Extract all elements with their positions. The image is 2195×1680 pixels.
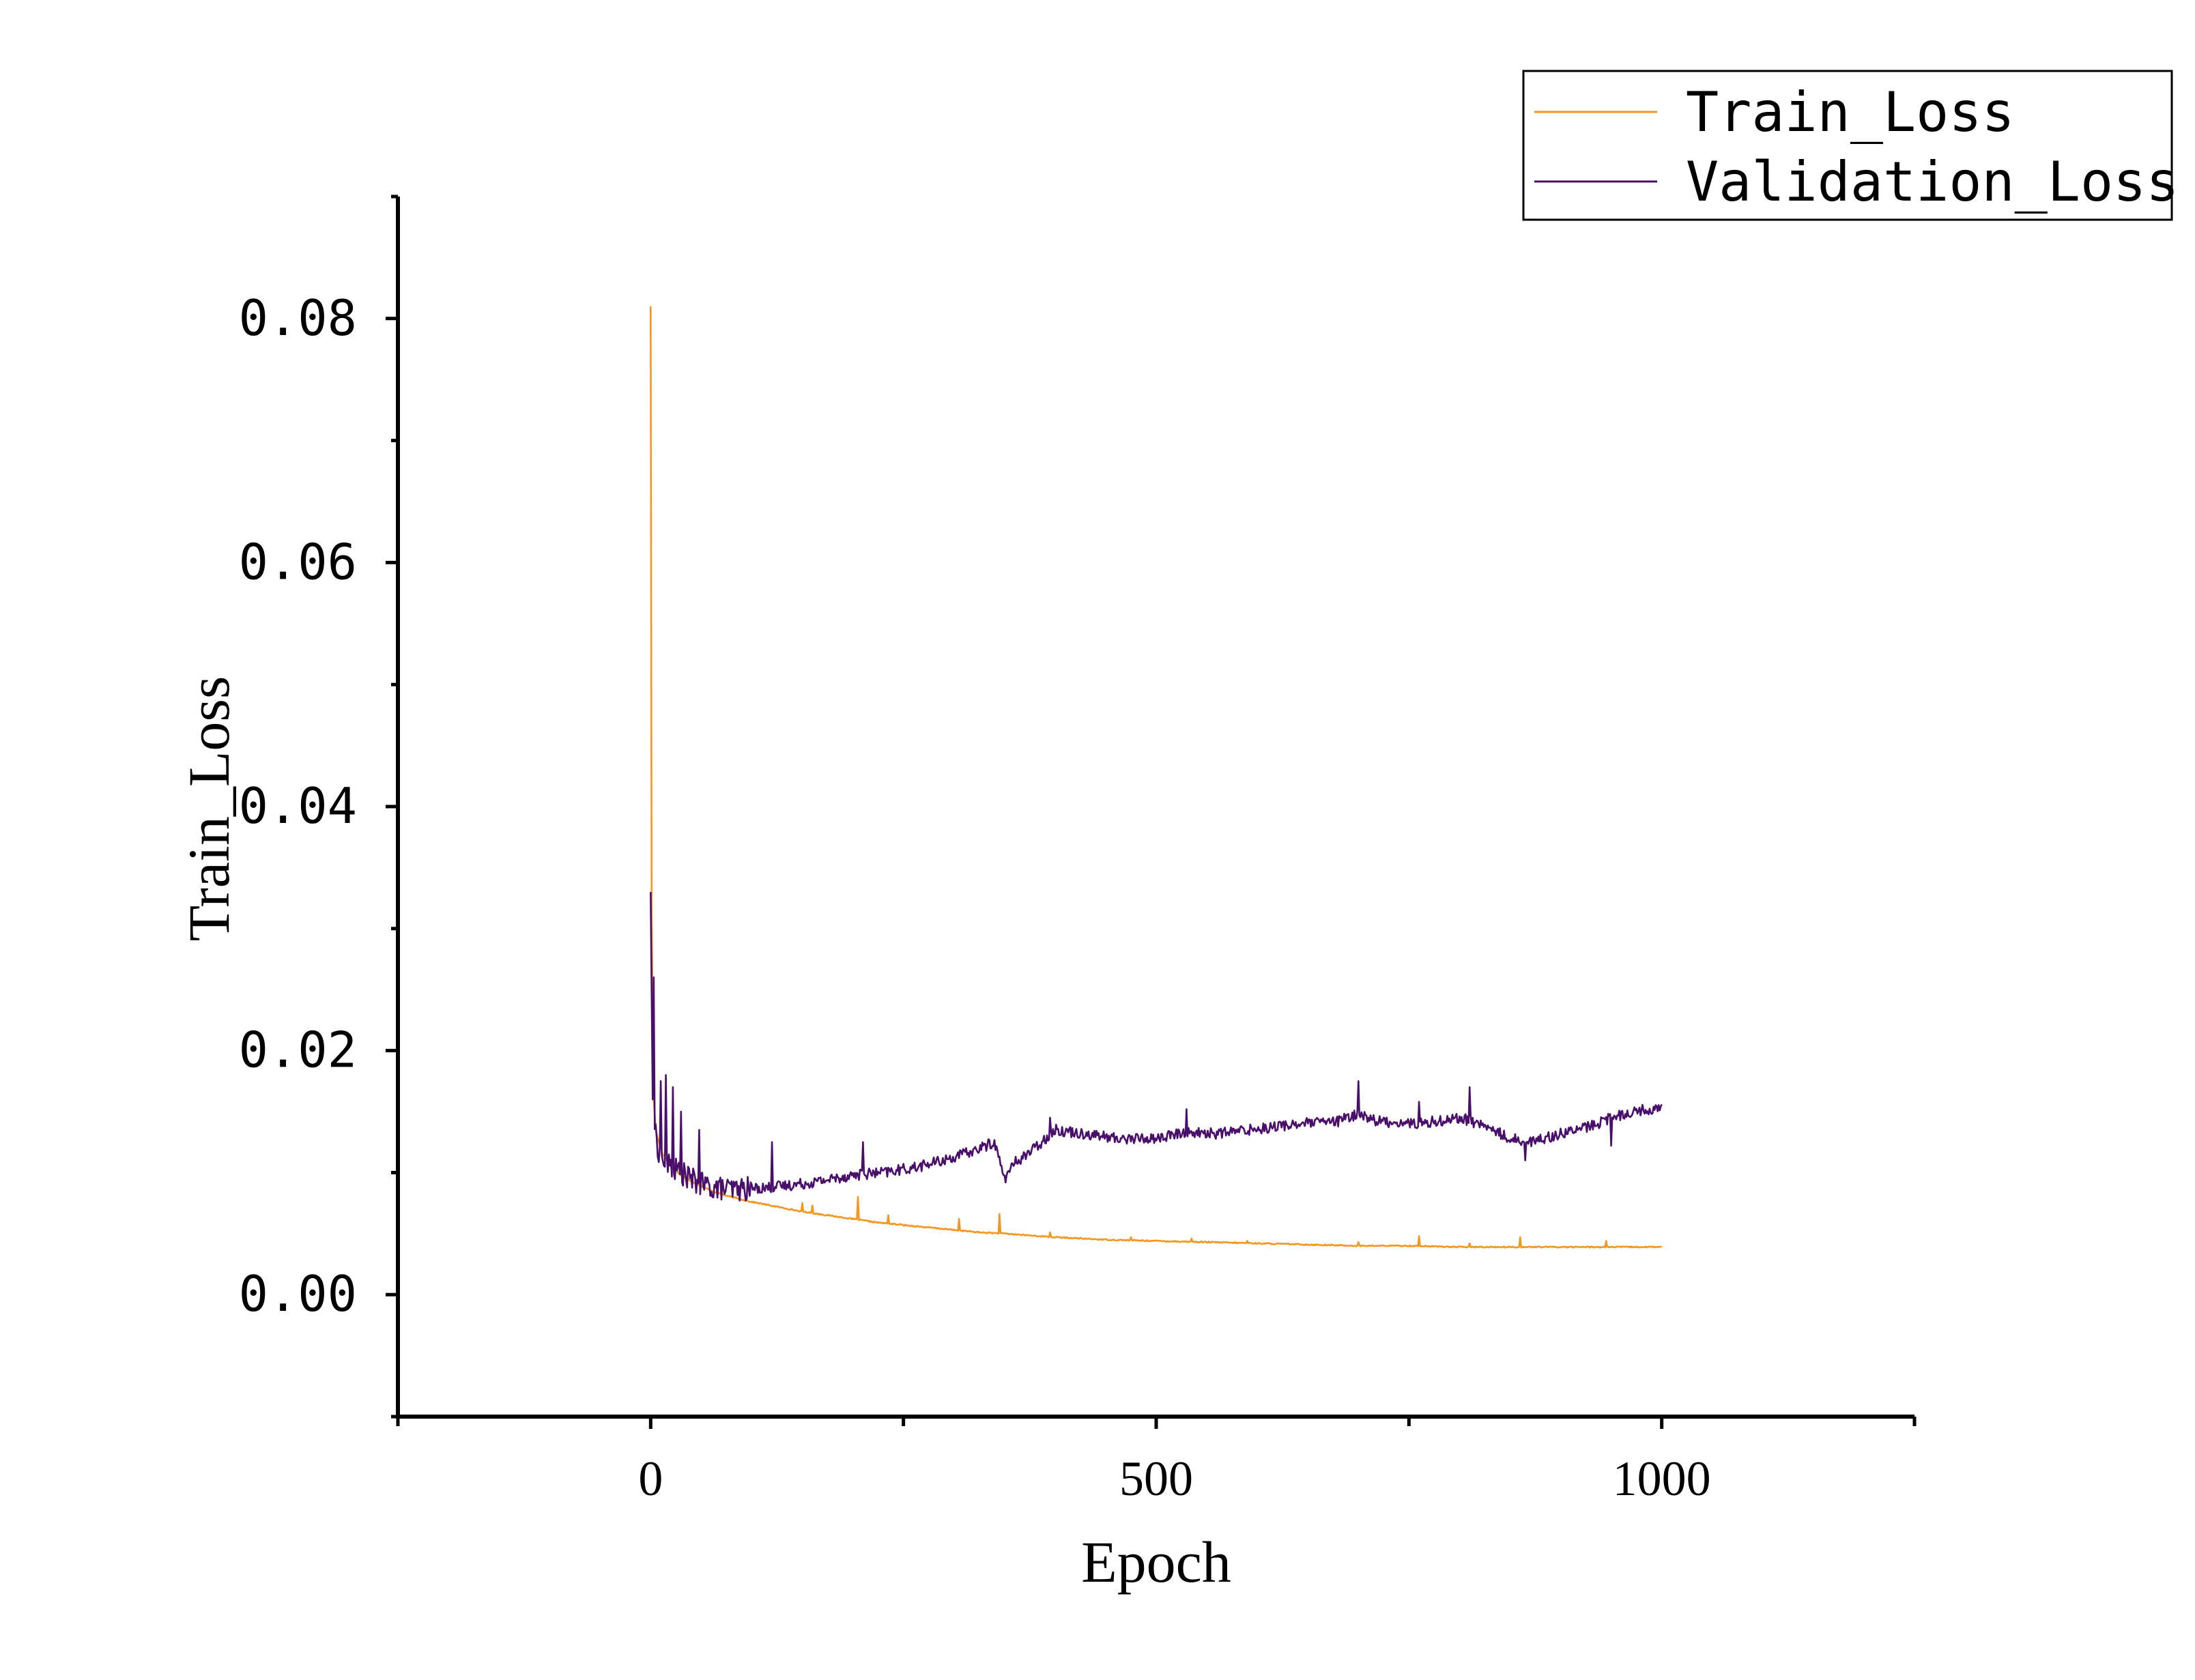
series-line-train-loss (650, 306, 1663, 1249)
x-tick-label: 0 (638, 1451, 663, 1506)
series-group (650, 306, 1663, 1249)
series-line-validation-loss (650, 892, 1663, 1202)
y-tick-label: 0.02 (239, 1022, 357, 1079)
y-tick-label: 0.06 (239, 533, 357, 590)
legend-label-validation-loss: Validation_Loss (1686, 150, 2179, 214)
y-axis-ticks: 0.00 0.02 0.04 0.06 0.08 (239, 194, 398, 1419)
y-tick-label: 0.08 (239, 289, 357, 347)
x-axis-ticks: 0 500 1000 (396, 1417, 1917, 1506)
y-axis-title: Train_Loss (176, 676, 242, 942)
legend: Train_Loss Validation_Loss (1522, 70, 2179, 221)
y-tick-label: 0.04 (239, 777, 357, 835)
y-tick-label: 0.00 (239, 1265, 357, 1322)
x-tick-label: 1000 (1613, 1451, 1711, 1506)
legend-label-train-loss: Train_Loss (1686, 81, 2015, 144)
legend-box (1522, 70, 2173, 221)
x-tick-label: 500 (1119, 1451, 1193, 1506)
x-axis-title: Epoch (1081, 1529, 1231, 1595)
